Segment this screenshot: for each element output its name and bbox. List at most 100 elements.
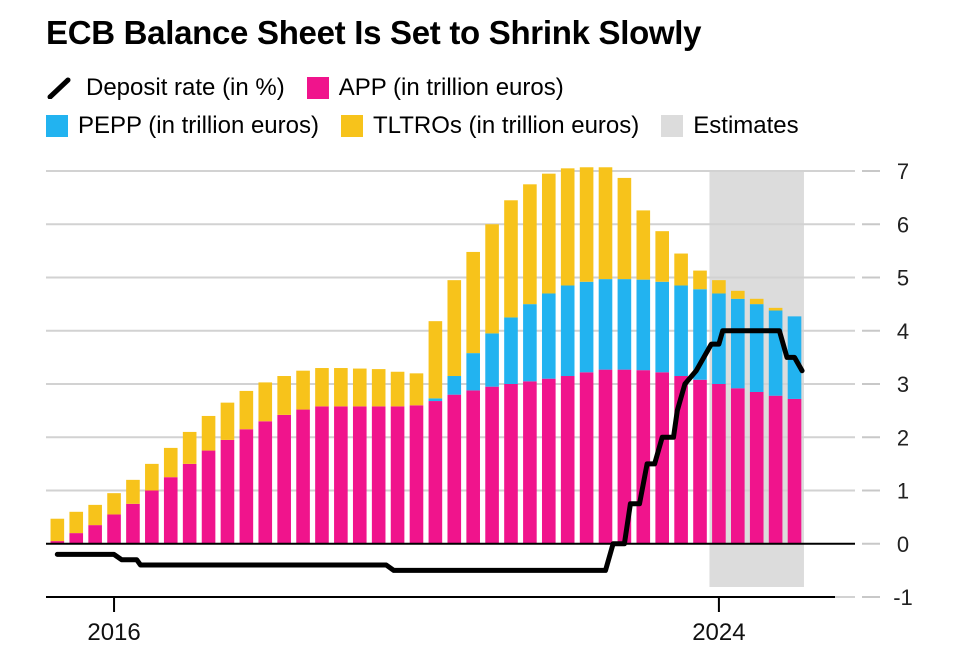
bar-pepp [541, 293, 556, 379]
bar-tltro [107, 493, 121, 515]
legend-swatch-estimates [661, 115, 684, 137]
bar-app [220, 439, 235, 544]
y-tick-label: 6 [897, 212, 909, 237]
bar-tltro [674, 253, 688, 286]
bar-app [88, 525, 102, 544]
legend-swatch-app [306, 77, 329, 99]
bar-app [182, 463, 197, 544]
bar-app [258, 421, 273, 544]
chart-title: ECB Balance Sheet Is Set to Shrink Slowl… [46, 14, 702, 51]
y-tick-label: 4 [897, 319, 909, 344]
legend-label-tltro: TLTROs (in trillion euros) [372, 112, 640, 139]
bar-tltro [390, 371, 405, 407]
bar-pepp [731, 298, 745, 389]
bar-app [334, 406, 348, 544]
bar-tltro [315, 368, 329, 407]
bar-tltro [712, 280, 726, 294]
legend-item-estimates: Estimates [661, 112, 799, 140]
bar-app [428, 401, 443, 544]
bar-app [390, 406, 405, 544]
legend-label-pepp: PEPP (in trillion euros) [78, 112, 319, 139]
bar-tltro [163, 447, 178, 478]
legend-label-deposit: Deposit rate (in %) [86, 74, 285, 101]
legend-item-app: APP (in trillion euros) [306, 74, 564, 102]
bar-tltro [598, 167, 613, 280]
bar-tltro [296, 370, 310, 410]
bar-app [541, 378, 556, 544]
bar-app [787, 398, 802, 544]
bar-pepp [617, 279, 632, 370]
bar-tltro [352, 368, 367, 407]
bar-pepp [447, 376, 462, 395]
bar-tltro [749, 298, 764, 305]
bar-tltro [428, 321, 443, 399]
bar-tltro [239, 390, 254, 430]
legend-label-app: APP (in trillion euros) [338, 74, 564, 101]
y-tick-label: 1 [897, 479, 909, 504]
line-icon [47, 77, 71, 99]
y-tick-label: 7 [897, 159, 909, 184]
bar-app [296, 409, 310, 544]
bar-app [731, 388, 745, 544]
y-tick-label: 3 [897, 372, 909, 397]
bar-app [126, 503, 140, 544]
bar-tltro [579, 167, 594, 282]
bar-tltro [371, 369, 386, 407]
bar-app [768, 395, 783, 544]
bar-app [504, 384, 518, 544]
deposit-rate-line [54, 328, 805, 573]
bar-tltro [447, 280, 462, 377]
bar-app [485, 386, 499, 544]
bar-app [712, 384, 726, 544]
bar-app [371, 406, 386, 544]
bar-pepp [768, 310, 783, 396]
bar-app [447, 394, 462, 544]
bar-pepp [466, 353, 480, 391]
bar-tltro [182, 431, 197, 464]
bar-pepp [523, 304, 537, 382]
bar-app [749, 391, 764, 544]
bar-tltro [258, 382, 273, 422]
bar-app [617, 369, 632, 544]
bar-pepp [428, 398, 443, 402]
bar-tltro [201, 415, 216, 451]
bar-app [409, 405, 424, 544]
bar-app [523, 381, 537, 544]
bar-app [50, 541, 65, 544]
bar-tltro [145, 463, 159, 491]
bar-app [579, 372, 594, 544]
bar-app [466, 390, 480, 544]
bar-app [655, 372, 670, 544]
legend-item-pepp: PEPP (in trillion euros) [46, 112, 319, 140]
bar-app [239, 429, 254, 544]
bar-tltro [768, 307, 783, 311]
bar-pepp [485, 333, 499, 387]
bar-app [201, 450, 216, 544]
bar-app [277, 414, 291, 544]
legend-swatch-pepp [46, 115, 68, 137]
bar-tltro [560, 168, 575, 286]
legend-swatch-tltro [340, 115, 363, 137]
bar-app [69, 533, 84, 544]
bar-tltro [50, 518, 65, 542]
bar-app [560, 376, 575, 544]
bar-tltro [731, 290, 745, 299]
bar-tltro [277, 376, 291, 415]
bar-tltro [636, 210, 651, 280]
y-tick-label: 0 [897, 532, 909, 557]
bar-tltro [126, 479, 140, 504]
bar-app [107, 514, 121, 544]
legend-item-tltro: TLTROs (in trillion euros) [340, 112, 640, 140]
bar-pepp [636, 279, 651, 371]
bar-pepp [579, 281, 594, 373]
y-tick-label: -1 [893, 585, 913, 610]
bar-pepp [749, 304, 764, 392]
bar-app [598, 369, 613, 544]
legend-row-1: Deposit rate (in %) APP (in trillion eur… [46, 74, 586, 102]
bar-app [145, 490, 159, 544]
bar-tltro [504, 200, 518, 318]
legend-row-2: PEPP (in trillion euros) TLTROs (in tril… [46, 112, 821, 140]
bar-app [163, 477, 178, 544]
bar-app [636, 370, 651, 544]
